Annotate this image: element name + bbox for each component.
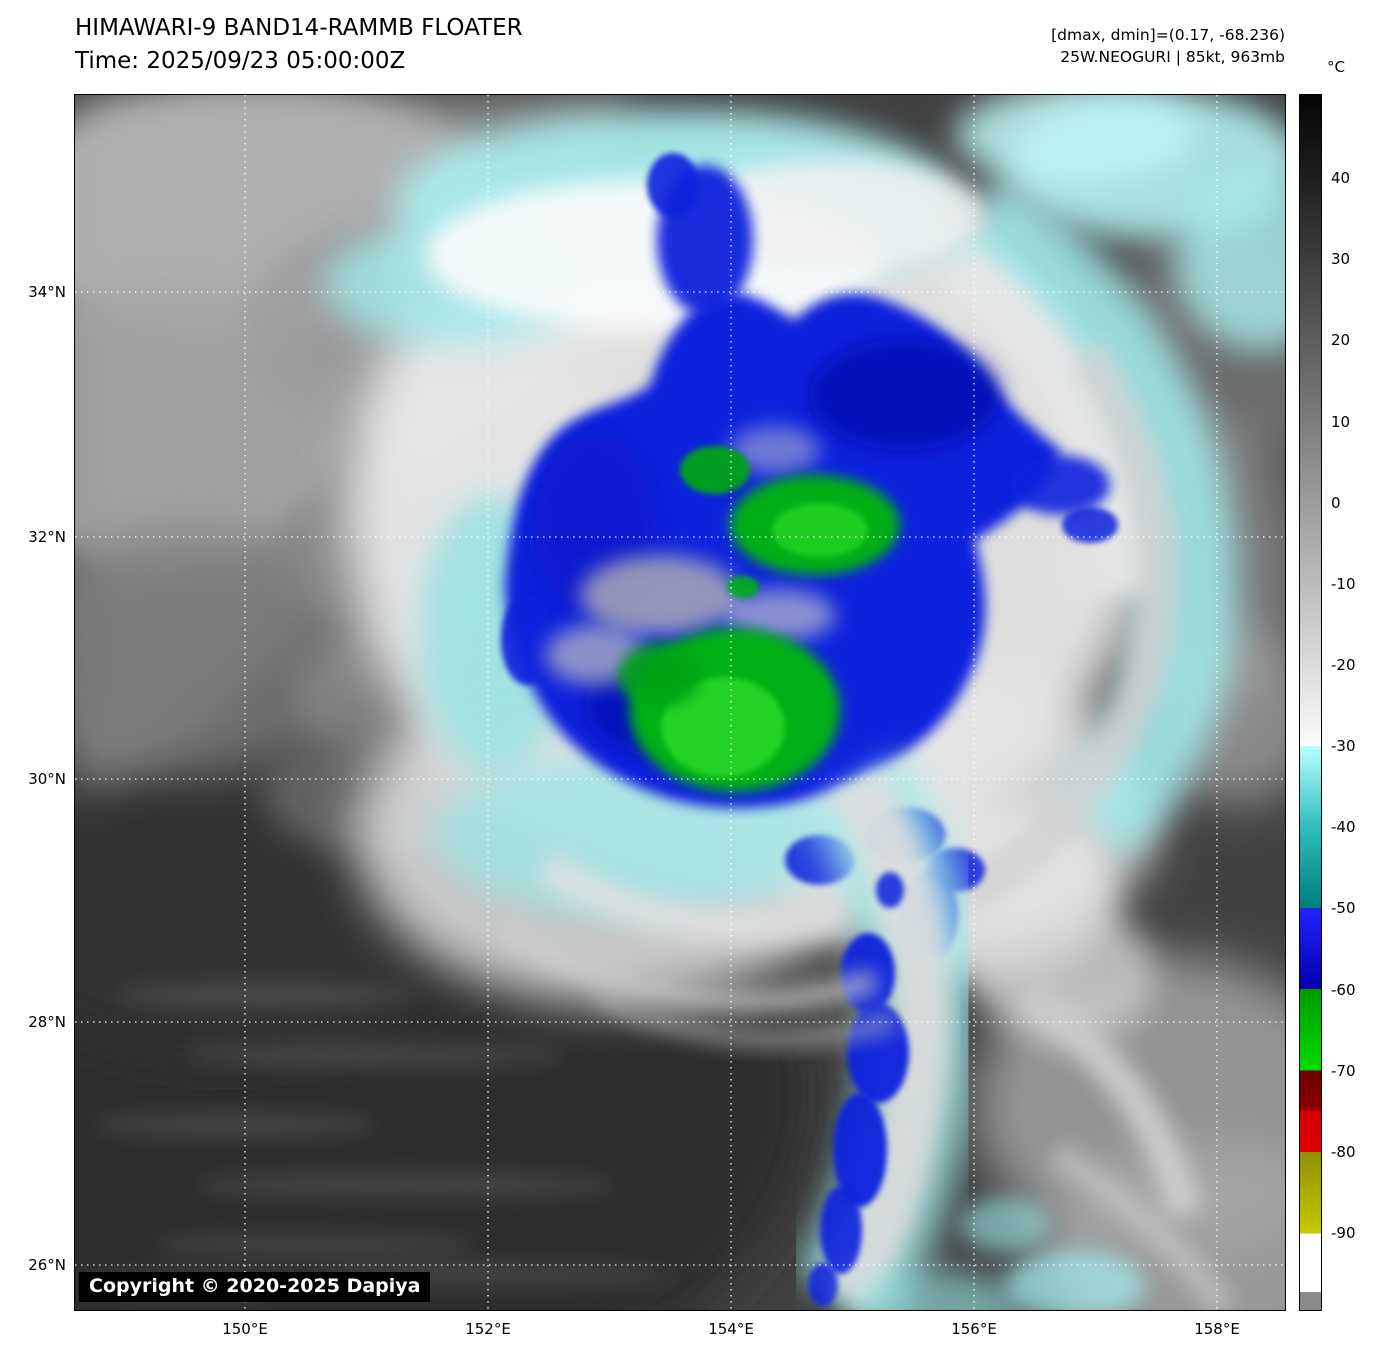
colorbar-tick: 10 [1331,413,1351,431]
southern-rainband [793,754,979,1310]
page-title: HIMAWARI-9 BAND14-RAMMB FLOATER [75,15,523,41]
dminmax-label: [dmax, dmin]=(0.17, -68.236) [1051,26,1285,44]
lon-label-150e: 150°E [222,1320,268,1338]
colorbar-tick: -70 [1331,1062,1356,1080]
storm-core-coldest-green [618,446,900,792]
colorbar-tick: -60 [1331,981,1356,999]
lon-label-154e: 154°E [708,1320,754,1338]
colorbar-tick: -20 [1331,656,1356,674]
satellite-image [75,95,1285,1310]
colorbar-tick: -30 [1331,737,1356,755]
colorbar-tick: 20 [1331,331,1351,349]
time-label: Time: 2025/09/23 05:00:00Z [75,48,406,74]
colorbar-unit-label: °C [1327,58,1345,76]
satellite-map: Copyright © 2020-2025 Dapiya [75,95,1285,1310]
colorbar [1300,95,1321,1310]
lon-label-158e: 158°E [1194,1320,1240,1338]
colorbar-gradient [1300,95,1321,1310]
colorbar-tick: 0 [1331,494,1341,512]
colorbar-tick: -10 [1331,575,1356,593]
grid-lines [75,95,1285,1310]
lat-label-26n: 26°N [28,1256,66,1274]
lat-label-30n: 30°N [28,770,66,788]
colorbar-tick: -90 [1331,1224,1356,1242]
colorbar-tick: -40 [1331,818,1356,836]
colorbar-tick: -80 [1331,1143,1356,1161]
lat-label-32n: 32°N [28,528,66,546]
lat-label-28n: 28°N [28,1013,66,1031]
colorbar-tick: 30 [1331,250,1351,268]
copyright-badge: Copyright © 2020-2025 Dapiya [79,1272,431,1302]
header: HIMAWARI-9 BAND14-RAMMB FLOATER Time: 20… [75,12,523,78]
storm-info-label: 25W.NEOGURI | 85kt, 963mb [1060,48,1285,66]
colorbar-tick: 40 [1331,169,1351,187]
lon-label-152e: 152°E [465,1320,511,1338]
lat-label-34n: 34°N [28,283,66,301]
lon-label-156e: 156°E [951,1320,997,1338]
colorbar-tick: -50 [1331,899,1356,917]
header-right: [dmax, dmin]=(0.17, -68.236) 25W.NEOGURI… [1051,24,1285,68]
